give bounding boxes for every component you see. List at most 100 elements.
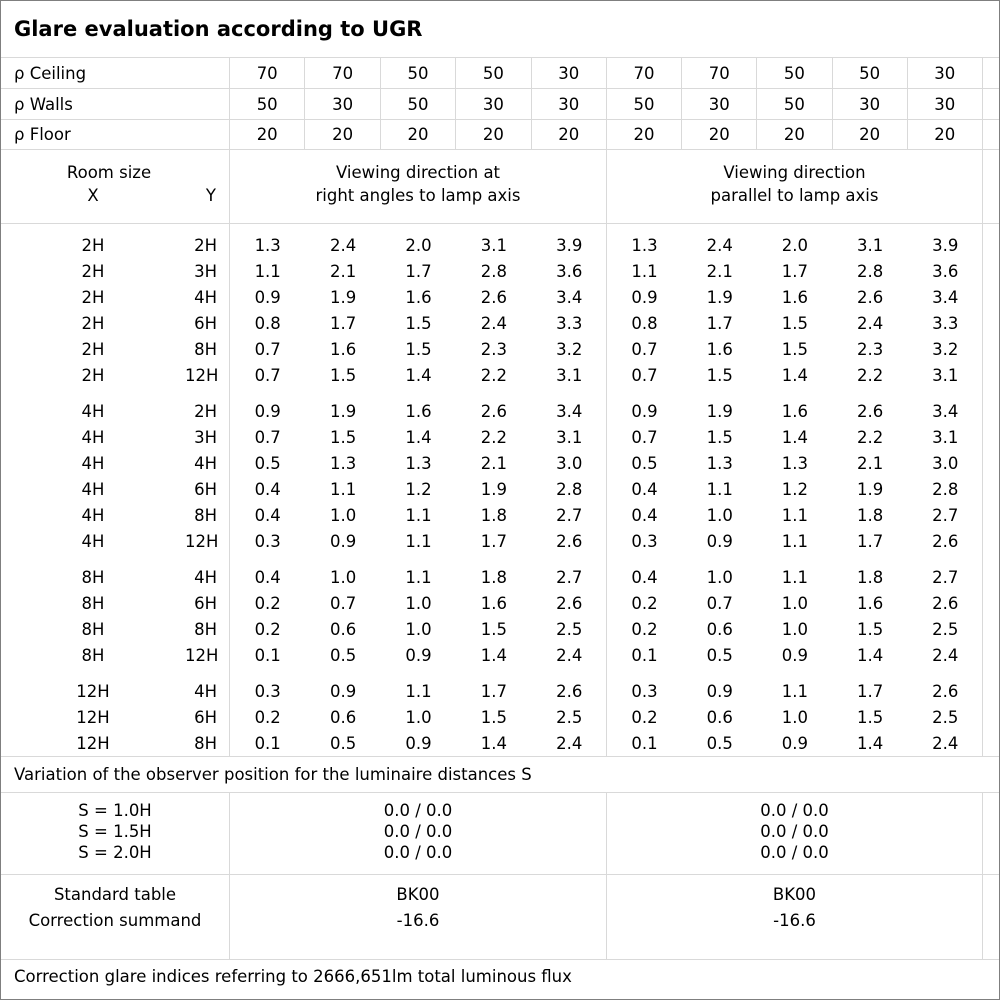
ugr-value-parallel: 0.4	[631, 506, 658, 525]
ugr-value-right-angles: 2.3	[480, 340, 507, 359]
ugr-value-right-angles: 2.5	[556, 708, 583, 727]
table-row: 8H 4H 0.4 1.0 1.1 1.8 2.7 0.4 1.0 1.1 1.8 2.7	[1, 565, 999, 591]
s-values-right-angles: 0.0 / 0.0 0.0 / 0.0 0.0 / 0.0	[230, 793, 607, 874]
ugr-value-right-angles: 0.1	[254, 646, 281, 665]
ugr-value-parallel: 1.7	[706, 314, 733, 333]
table-row: 2H 6H 0.8 1.7 1.5 2.4 3.3 0.8 1.7 1.5 2.4 3.3	[1, 311, 999, 337]
ugr-value-parallel: 0.9	[706, 682, 733, 701]
s-value-parallel: 0.0 / 0.0	[760, 843, 829, 862]
ugr-value-right-angles: 2.6	[480, 402, 507, 421]
ugr-value-right-angles: 1.4	[480, 646, 507, 665]
room-y-value: 2H	[194, 402, 217, 421]
s-value-right-angles: 0.0 / 0.0	[383, 801, 453, 820]
reflectance-value: 50	[757, 89, 833, 119]
variation-note: Variation of the observer position for t…	[14, 765, 532, 784]
room-y-value: 6H	[194, 480, 217, 499]
ugr-value-right-angles: 1.9	[329, 402, 357, 421]
ugr-value-parallel: 0.1	[631, 646, 658, 665]
ugr-value-right-angles: 3.3	[556, 314, 583, 333]
ugr-value-right-angles: 2.2	[480, 366, 507, 385]
ugr-value-right-angles: 1.0	[405, 620, 432, 639]
ugr-value-right-angles: 0.9	[254, 288, 281, 307]
ugr-value-parallel: 2.7	[932, 506, 959, 525]
row-group: 2H 2H 1.3 2.4 2.0 3.1 3.9 1.3 2.4 2.0 3.1 3.9 2H 3H 1.…	[1, 233, 999, 389]
column-header-row: Room size X Y Viewing direction at right…	[1, 150, 999, 224]
room-y-value: 12H	[185, 366, 219, 385]
ugr-value-parallel: 1.0	[781, 620, 809, 639]
ugr-value-parallel: 2.4	[706, 236, 733, 255]
room-x-header: X	[87, 186, 99, 205]
ugr-value-right-angles: 0.9	[254, 402, 281, 421]
ugr-value-right-angles: 1.0	[405, 708, 432, 727]
page-title: Glare evaluation according to UGR	[14, 17, 423, 41]
ugr-value-parallel: 2.6	[856, 288, 884, 307]
room-y-value: 6H	[194, 594, 217, 613]
room-y-value: 2H	[194, 236, 217, 255]
ugr-value-right-angles: 1.7	[405, 262, 432, 281]
room-size-cell: 4H 12H	[1, 529, 230, 555]
ugr-value-parallel: 1.5	[856, 708, 884, 727]
ugr-value-parallel: 1.3	[631, 236, 658, 255]
room-x-value: 2H	[81, 288, 105, 307]
ugr-value-parallel: 1.6	[781, 288, 809, 307]
ugr-value-right-angles: 2.4	[329, 236, 357, 255]
ugr-value-right-angles: 1.1	[405, 506, 432, 525]
ugr-value-right-angles: 1.3	[405, 454, 432, 473]
table-row: 4H 4H 0.5 1.3 1.3 2.1 3.0 0.5 1.3 1.3 2.1 3.0	[1, 451, 999, 477]
reflectance-value: 20	[456, 120, 532, 149]
ugr-value-right-angles: 0.7	[254, 428, 281, 447]
ugr-value-right-angles: 1.4	[405, 366, 432, 385]
ugr-value-parallel: 2.2	[856, 428, 884, 447]
ugr-value-right-angles: 1.1	[405, 532, 432, 551]
standard-table-value: BK00	[772, 885, 817, 904]
reflectance-value: 20	[607, 120, 683, 149]
ugr-value-right-angles: 3.1	[480, 236, 507, 255]
reflectance-value: 50	[607, 89, 683, 119]
ugr-value-parallel: 1.4	[781, 428, 809, 447]
s-values-parallel: 0.0 / 0.0 0.0 / 0.0 0.0 / 0.0	[607, 793, 983, 874]
room-size-cell: 4H 8H	[1, 503, 230, 529]
ugr-value-parallel: 0.4	[631, 568, 658, 587]
table-row: 2H 3H 1.1 2.1 1.7 2.8 3.6 1.1 2.1 1.7 2.8 3.6	[1, 259, 999, 285]
spacer-cell	[983, 120, 999, 149]
ugr-value-right-angles: 0.6	[329, 620, 357, 639]
ugr-value-parallel: 1.1	[706, 480, 733, 499]
ugr-value-parallel: 3.1	[932, 428, 959, 447]
reflectance-value: 30	[682, 89, 758, 119]
group-header-right-angles-line1: Viewing direction at	[335, 163, 501, 182]
reflectance-value: 30	[305, 89, 381, 119]
footer-note-row: Correction glare indices referring to 26…	[1, 960, 999, 999]
ugr-value-parallel: 0.3	[631, 532, 658, 551]
table-row: 8H 12H 0.1 0.5 0.9 1.4 2.4 0.1 0.5 0.9 1.4 2.4	[1, 643, 999, 669]
ugr-value-parallel: 0.7	[706, 594, 733, 613]
ugr-value-parallel: 3.2	[932, 340, 959, 359]
ugr-value-parallel: 1.0	[706, 568, 733, 587]
grid-vline-groups	[606, 224, 607, 756]
room-size-cell: 4H 3H	[1, 425, 230, 451]
ugr-value-parallel: 3.1	[856, 236, 884, 255]
group-header-right-angles-line2: right angles to lamp axis	[315, 186, 521, 205]
reflectance-value: 50	[833, 58, 908, 88]
ugr-data-area: 2H 2H 1.3 2.4 2.0 3.1 3.9 1.3 2.4 2.0 3.1 3.9 2H 3H 1.…	[1, 224, 999, 757]
ugr-value-right-angles: 1.7	[329, 314, 357, 333]
ugr-value-right-angles: 2.6	[480, 288, 507, 307]
summary-parallel: BK00 -16.6	[607, 875, 983, 959]
ugr-value-parallel: 2.4	[932, 646, 959, 665]
row-group: 8H 4H 0.4 1.0 1.1 1.8 2.7 0.4 1.0 1.1 1.8 2.7 8H 6H 0.…	[1, 565, 999, 669]
table-row: 4H 12H 0.3 0.9 1.1 1.7 2.6 0.3 0.9 1.1 1.7 2.6	[1, 529, 999, 555]
ugr-value-parallel: 1.1	[781, 568, 809, 587]
luminaire-distance-section: S = 1.0H S = 1.5H S = 2.0H 0.0 / 0.0 0.0 / …	[1, 793, 999, 875]
footer-note: Correction glare indices referring to 26…	[14, 967, 572, 986]
ugr-value-right-angles: 3.0	[556, 454, 583, 473]
s-distance-label: S = 1.5H	[78, 822, 152, 841]
ugr-value-parallel: 0.4	[631, 480, 658, 499]
room-size-cell: 12H 6H	[1, 705, 230, 731]
table-row: 4H 6H 0.4 1.1 1.2 1.9 2.8 0.4 1.1 1.2 1.9 2.8	[1, 477, 999, 503]
room-size-cell: 2H 4H	[1, 285, 230, 311]
ugr-value-right-angles: 0.4	[254, 506, 281, 525]
ugr-value-parallel: 0.3	[631, 682, 658, 701]
ugr-value-parallel: 1.8	[856, 568, 884, 587]
ugr-value-right-angles: 1.0	[329, 506, 357, 525]
room-x-value: 4H	[81, 506, 105, 525]
ugr-rows: 2H 2H 1.3 2.4 2.0 3.1 3.9 1.3 2.4 2.0 3.1 3.9 2H 3H 1.…	[1, 233, 999, 757]
